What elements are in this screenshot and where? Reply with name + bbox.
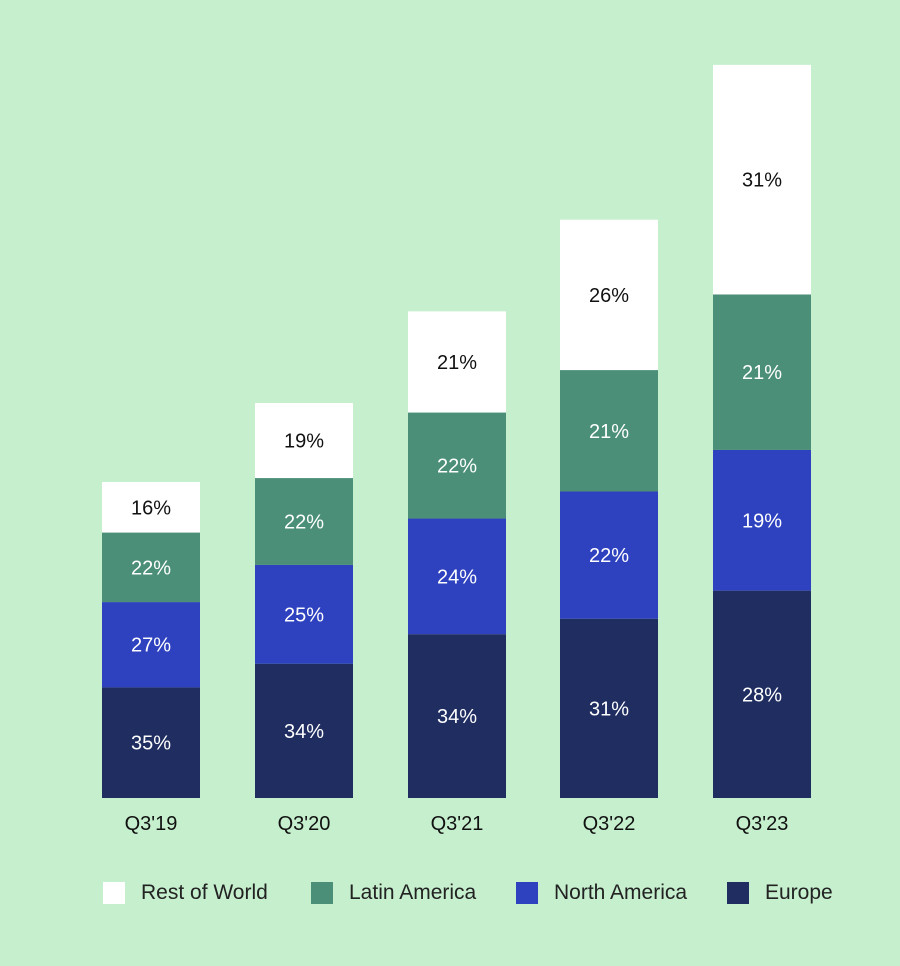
data-label-north-america-q3-21: 24% [437, 566, 477, 588]
data-label-rest-of-world-q3-22: 26% [589, 285, 629, 307]
data-label-rest-of-world-q3-23: 31% [742, 170, 782, 192]
legend: Rest of World Latin America North America E… [0, 876, 900, 910]
bar-segment-north-america-q3-20 [255, 564, 353, 664]
data-label-europe-q3-19: 35% [131, 733, 171, 755]
data-label-latin-america-q3-20: 22% [284, 512, 324, 534]
x-tick-label-q3-23: Q3'23 [736, 813, 789, 835]
bar-segment-europe-q3-19 [102, 687, 200, 798]
bar-segment-europe-q3-22 [560, 618, 658, 798]
bar-segment-north-america-q3-21 [408, 518, 506, 635]
x-tick-label-q3-19: Q3'19 [125, 813, 178, 835]
bar-segment-latin-america-q3-21 [408, 412, 506, 519]
data-label-latin-america-q3-22: 21% [589, 421, 629, 443]
bar-segment-europe-q3-21 [408, 634, 506, 798]
legend-item-latin-america: Latin America [311, 876, 476, 910]
bar-segment-north-america-q3-22 [560, 491, 658, 619]
legend-item-north-america: North America [516, 876, 687, 910]
bar-segment-latin-america-q3-22 [560, 370, 658, 492]
bar-segment-rest-of-world-q3-20 [255, 403, 353, 479]
data-label-rest-of-world-q3-20: 19% [284, 431, 324, 453]
bar-segment-north-america-q3-19 [102, 602, 200, 688]
stacked-bar-chart: 35% 27% 22% 16% Q3'19 34% 25% 22% 19% Q3'20 34% 24%… [102, 64, 811, 835]
data-label-north-america-q3-20: 25% [284, 604, 324, 626]
legend-swatch-rest-of-world [103, 882, 125, 904]
data-label-north-america-q3-23: 19% [742, 510, 782, 532]
data-label-europe-q3-21: 34% [437, 706, 477, 728]
data-label-rest-of-world-q3-21: 21% [437, 352, 477, 374]
bar-segment-europe-q3-20 [255, 663, 353, 798]
legend-label-rest-of-world: Rest of World [141, 881, 268, 904]
legend-swatch-latin-america [311, 882, 333, 904]
legend-item-rest-of-world: Rest of World [103, 876, 268, 910]
bar-segment-latin-america-q3-23 [713, 294, 811, 450]
bar-segment-latin-america-q3-19 [102, 532, 200, 603]
bar-segment-rest-of-world-q3-21 [408, 311, 506, 413]
legend-item-europe: Europe [727, 876, 833, 910]
legend-label-europe: Europe [765, 881, 833, 904]
data-label-north-america-q3-22: 22% [589, 545, 629, 567]
data-label-latin-america-q3-21: 22% [437, 456, 477, 478]
bar-segment-europe-q3-23 [713, 590, 811, 798]
legend-swatch-europe [727, 882, 749, 904]
data-label-europe-q3-20: 34% [284, 721, 324, 743]
legend-label-north-america: North America [554, 881, 688, 904]
data-label-latin-america-q3-23: 21% [742, 362, 782, 384]
legend-label-latin-america: Latin America [349, 881, 477, 904]
data-label-europe-q3-22: 31% [589, 698, 629, 720]
legend-swatch-north-america [516, 882, 538, 904]
x-tick-label-q3-21: Q3'21 [431, 813, 484, 835]
data-label-latin-america-q3-19: 22% [131, 557, 171, 579]
bar-segment-rest-of-world-q3-19 [102, 482, 200, 533]
data-label-north-america-q3-19: 27% [131, 635, 171, 657]
x-tick-label-q3-20: Q3'20 [278, 813, 331, 835]
bar-segment-rest-of-world-q3-22 [560, 219, 658, 371]
bar-segment-latin-america-q3-20 [255, 478, 353, 565]
bar-segment-rest-of-world-q3-23 [713, 64, 811, 295]
x-tick-label-q3-22: Q3'22 [583, 813, 636, 835]
data-label-europe-q3-23: 28% [742, 684, 782, 706]
data-label-rest-of-world-q3-19: 16% [131, 497, 171, 519]
bar-segment-north-america-q3-23 [713, 449, 811, 591]
